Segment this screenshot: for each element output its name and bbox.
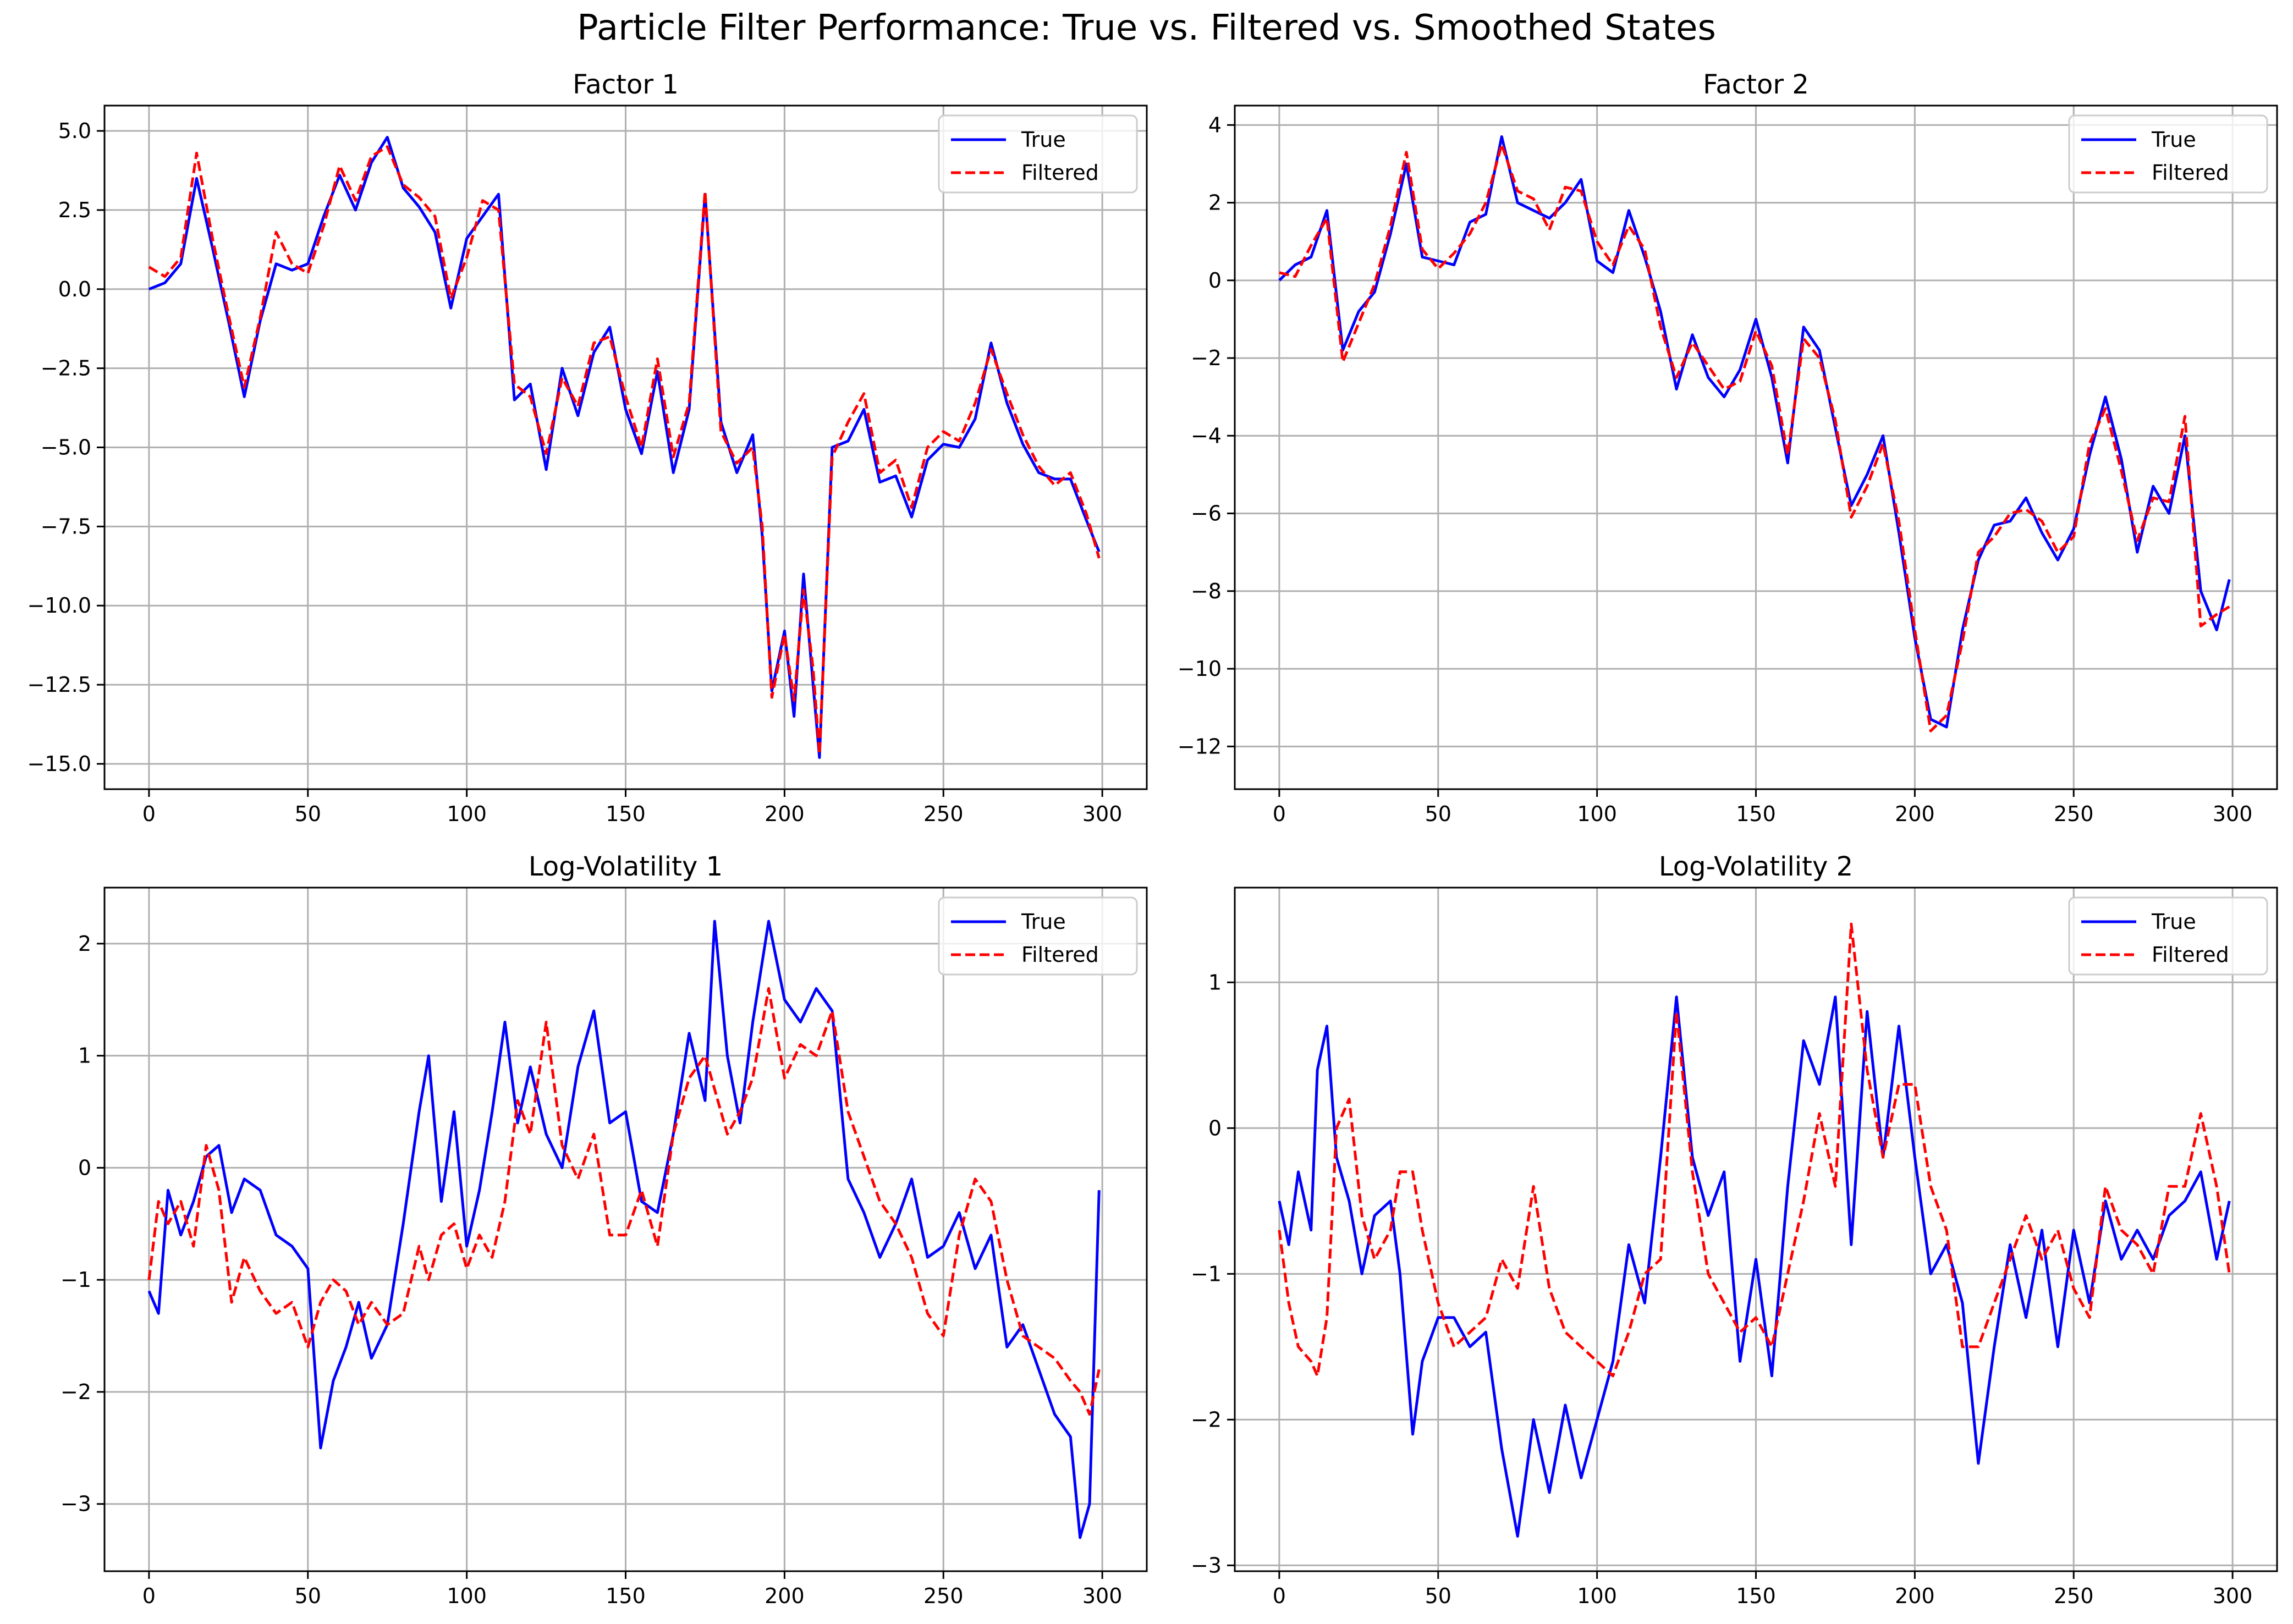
series-line-true <box>1278 135 2231 729</box>
subplot-title: Factor 2 <box>1703 69 1809 100</box>
legend: True Filtered <box>2068 896 2268 976</box>
y-tick-label: 1 <box>78 1044 91 1068</box>
subplot-factor-2: 0 50 100 150 200 250 300 4 2 0 −2 −4 −6 −8 −10 −12 Facto… <box>1178 69 2278 826</box>
x-tick-label: 250 <box>923 802 964 826</box>
y-tick-label: 0 <box>1208 1116 1222 1140</box>
x-tick-label: 100 <box>1577 802 1617 826</box>
x-tick-label: 300 <box>1082 802 1123 826</box>
x-tick-label: 0 <box>1273 802 1286 826</box>
y-tick-label: 2.5 <box>58 198 91 222</box>
y-tick-label: 0 <box>1208 268 1222 293</box>
y-tick-label: −10 <box>1178 657 1222 681</box>
x-tick-label: 250 <box>2054 1584 2094 1608</box>
x-tick-label: 0 <box>142 1584 156 1608</box>
y-tick-label: −12 <box>1178 734 1222 758</box>
legend-label-filtered: Filtered <box>2152 161 2229 185</box>
y-tick-label: −2 <box>1191 1407 1222 1432</box>
y-tick-label: −1 <box>1191 1262 1222 1286</box>
x-tick-label: 150 <box>606 802 646 826</box>
subplot-title: Log-Volatility 2 <box>1659 851 1853 882</box>
subplot-log-volatility-2: 0 50 100 150 200 250 300 1 0 −1 −2 −3 Log-Volatility… <box>1191 851 2278 1608</box>
legend-label-true: True <box>1021 128 1066 152</box>
x-tick-label: 150 <box>606 1584 646 1608</box>
series-line-filtered <box>148 145 1101 756</box>
subplot-log-volatility-1: 0 50 100 150 200 250 300 2 1 0 −1 −2 −3 Log-Volatilit… <box>61 851 1148 1608</box>
x-tick-label: 200 <box>765 802 805 826</box>
x-tick-label: 200 <box>1895 1584 1935 1608</box>
series-line-true <box>148 136 1101 759</box>
y-tick-label: −6 <box>1191 502 1222 526</box>
series-line-filtered <box>1278 922 2231 1378</box>
legend-label-filtered: Filtered <box>2152 943 2229 967</box>
y-tick-label: −3 <box>61 1492 91 1516</box>
x-tick-label: 200 <box>765 1584 805 1608</box>
legend-label-true: True <box>2151 128 2196 152</box>
y-tick-label: 0 <box>78 1155 91 1180</box>
legend-label-true: True <box>2151 910 2196 934</box>
x-tick-label: 50 <box>1425 1584 1451 1608</box>
x-tick-label: 300 <box>2213 802 2253 826</box>
x-tick-label: 300 <box>2213 1584 2253 1608</box>
x-tick-label: 150 <box>1736 802 1776 826</box>
y-tick-label: 2 <box>1208 191 1222 215</box>
y-tick-label: 0.0 <box>58 277 91 301</box>
x-tick-label: 0 <box>1273 1584 1286 1608</box>
y-tick-label: −15.0 <box>28 752 91 776</box>
series-line-filtered <box>1279 143 2230 733</box>
y-tick-label: −5.0 <box>41 436 91 460</box>
series-line-filtered <box>147 987 1101 1416</box>
x-tick-label: 100 <box>447 802 487 826</box>
legend: True Filtered <box>938 114 1138 194</box>
legend: True Filtered <box>938 896 1138 976</box>
x-tick-label: 50 <box>295 1584 321 1608</box>
y-tick-label: 2 <box>78 932 91 956</box>
subplot-title: Log-Volatility 1 <box>529 851 723 882</box>
y-tick-label: −2 <box>1191 346 1222 370</box>
y-tick-label: −7.5 <box>41 514 91 538</box>
y-tick-label: −3 <box>1191 1553 1222 1577</box>
series-line-true <box>1278 995 2231 1538</box>
legend-label-true: True <box>1021 910 1066 934</box>
figure-title: Particle Filter Performance: True vs. Fi… <box>577 8 1716 48</box>
y-tick-label: −4 <box>1191 423 1222 448</box>
y-tick-label: −8 <box>1191 579 1222 603</box>
y-tick-label: 4 <box>1208 113 1222 137</box>
legend-label-filtered: Filtered <box>1021 161 1099 185</box>
y-tick-label: −2 <box>61 1380 91 1404</box>
x-tick-label: 50 <box>1425 802 1451 826</box>
y-tick-label: −1 <box>61 1268 91 1292</box>
x-tick-label: 150 <box>1736 1584 1776 1608</box>
subplot-factor-1: 0 50 100 150 200 250 300 5.0 2.5 0.0 −2.5 −5.0 −7.5 −… <box>28 69 1148 826</box>
x-tick-label: 250 <box>2054 802 2094 826</box>
y-tick-label: 5.0 <box>58 119 91 143</box>
legend: True Filtered <box>2068 114 2268 194</box>
y-tick-label: −2.5 <box>41 356 91 381</box>
x-tick-label: 300 <box>1082 1584 1123 1608</box>
x-tick-label: 100 <box>1577 1584 1617 1608</box>
y-tick-label: −12.5 <box>28 673 91 697</box>
x-tick-label: 50 <box>295 802 321 826</box>
x-tick-label: 100 <box>447 1584 487 1608</box>
x-tick-label: 200 <box>1895 802 1935 826</box>
x-tick-label: 0 <box>142 802 156 826</box>
subplot-title: Factor 1 <box>573 69 679 100</box>
x-tick-label: 250 <box>923 1584 964 1608</box>
legend-label-filtered: Filtered <box>1021 943 1099 967</box>
y-tick-label: −10.0 <box>28 593 91 618</box>
y-tick-label: 1 <box>1208 970 1222 994</box>
series-line-true <box>147 920 1101 1539</box>
